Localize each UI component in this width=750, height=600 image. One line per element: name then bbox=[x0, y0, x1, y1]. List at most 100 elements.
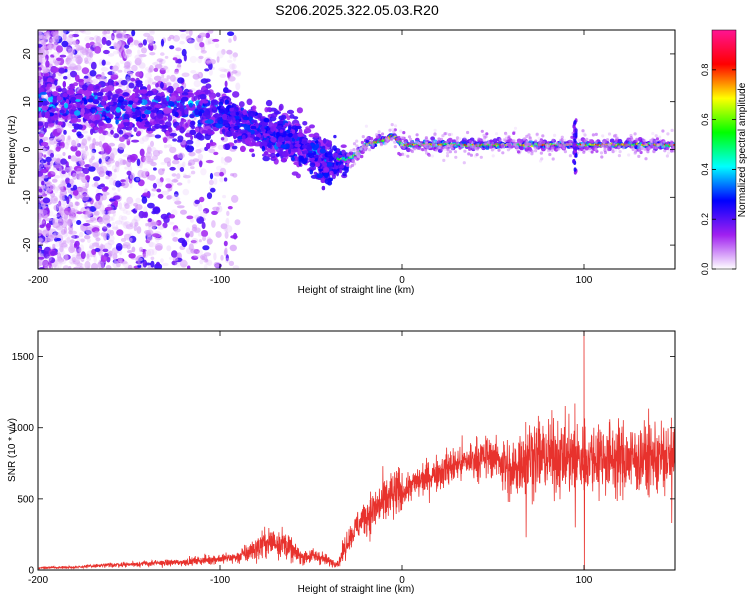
spectrogram-cell bbox=[267, 142, 273, 148]
spectrogram-cell bbox=[176, 197, 181, 201]
spectrogram-cell bbox=[206, 60, 213, 65]
spectrogram-cell bbox=[654, 134, 658, 138]
spectrogram-cell bbox=[136, 130, 142, 136]
spectrogram-cell bbox=[295, 125, 302, 130]
spectrogram-cell bbox=[224, 143, 231, 150]
spectrogram-cell bbox=[111, 216, 115, 222]
spectrogram-cell bbox=[316, 173, 324, 179]
spectrogram-cell bbox=[186, 139, 194, 145]
spectrogram-cell bbox=[152, 233, 160, 238]
spectrogram-cell bbox=[166, 130, 170, 136]
spectrogram-cell bbox=[190, 88, 196, 92]
spectrogram-cell bbox=[224, 80, 228, 88]
spectrogram-cell bbox=[221, 48, 226, 55]
spectrogram-cell bbox=[265, 99, 273, 107]
spectrogram-cell bbox=[123, 201, 128, 207]
spectrogram-cell bbox=[146, 77, 152, 84]
spectrogram-cell bbox=[333, 134, 337, 139]
spectrogram-cell bbox=[62, 152, 66, 156]
spectrogram-cell bbox=[90, 61, 97, 70]
spectrogram-cell bbox=[198, 239, 202, 243]
spectrogram-cell bbox=[279, 148, 284, 151]
spectrogram-cell bbox=[142, 39, 147, 46]
spectrogram-cell bbox=[151, 188, 157, 192]
spectrogram-cell bbox=[167, 115, 173, 122]
spectrogram-cell bbox=[174, 111, 179, 118]
spectrogram-cell bbox=[165, 178, 171, 182]
spectrogram-cell bbox=[181, 48, 187, 57]
spectrogram-cell bbox=[82, 84, 88, 91]
spectrogram-cell bbox=[115, 180, 122, 188]
spectrogram-cell bbox=[71, 235, 80, 239]
spectrogram-cell bbox=[166, 75, 171, 80]
spectrogram-cell bbox=[145, 106, 152, 110]
spectrogram-cell bbox=[125, 224, 134, 230]
spectrogram-cell bbox=[102, 95, 108, 102]
spectrogram-cell bbox=[242, 116, 250, 121]
spectrogram-cell bbox=[332, 145, 337, 151]
spectrogram-cell bbox=[69, 70, 78, 78]
spectrogram-cell bbox=[70, 145, 78, 152]
spectrogram-cell bbox=[62, 265, 70, 269]
spectrogram-cell bbox=[95, 237, 101, 242]
spectrogram-cell bbox=[112, 50, 119, 55]
spectrogram-cell bbox=[189, 114, 195, 119]
spectrogram-cell bbox=[217, 202, 221, 206]
spectrogram-cell bbox=[53, 218, 62, 223]
spectrogram-cell bbox=[144, 135, 150, 140]
spectrogram-cell bbox=[171, 179, 179, 183]
spectrogram-cell bbox=[633, 132, 637, 136]
spectrogram-cell bbox=[299, 137, 303, 143]
spectrogram-cell bbox=[104, 61, 111, 66]
spectrogram-cell bbox=[105, 170, 110, 176]
spectrogram-cell bbox=[108, 235, 115, 242]
spectrogram-cell bbox=[121, 181, 129, 189]
spectrogram-cell bbox=[217, 205, 223, 213]
spectrogram-cell bbox=[136, 226, 142, 234]
spectrogram-cell bbox=[89, 70, 97, 77]
spectrogram-cell bbox=[88, 166, 96, 172]
spectrogram-cell bbox=[53, 204, 60, 211]
spectrogram-cell bbox=[71, 129, 77, 133]
spectrogram-cell bbox=[107, 216, 114, 222]
spectrogram-cell bbox=[105, 265, 112, 269]
spectrogram-cell bbox=[202, 210, 206, 215]
spectrogram-cell bbox=[115, 160, 120, 167]
spectrogram-cell bbox=[208, 148, 216, 154]
spectrogram-cell bbox=[519, 145, 525, 151]
spectrogram-cell bbox=[177, 135, 184, 142]
spectrogram-cell bbox=[81, 263, 88, 269]
spectrogram-cell bbox=[77, 234, 81, 243]
spectrogram-cell bbox=[72, 189, 79, 196]
spectrogram-cell bbox=[102, 248, 109, 253]
spectrogram-cell bbox=[69, 88, 74, 95]
spectrogram-cell bbox=[117, 96, 125, 103]
spectrogram-cell bbox=[196, 104, 202, 110]
spectrogram-cell bbox=[68, 259, 74, 264]
spectrogram-cell bbox=[64, 226, 68, 234]
spectrogram-cell bbox=[204, 78, 211, 83]
spectrogram-cell bbox=[91, 143, 95, 151]
spectrogram-cell bbox=[122, 153, 131, 158]
spectrogram-cell bbox=[110, 129, 114, 135]
spectrogram-cell bbox=[102, 225, 110, 229]
spectrogram-cell bbox=[238, 101, 245, 108]
spectrogram-cell bbox=[64, 102, 69, 109]
spectrogram-cell bbox=[92, 78, 99, 84]
spectrogram-cell bbox=[87, 224, 94, 230]
spectrogram-cell bbox=[141, 135, 149, 142]
spectrogram-cell bbox=[163, 157, 171, 164]
spectrogram-cell bbox=[85, 181, 90, 189]
spectrogram-cell bbox=[38, 43, 43, 48]
spectrogram-cell bbox=[279, 129, 284, 133]
spectrogram-cell bbox=[45, 217, 53, 222]
spectrogram-cell bbox=[147, 218, 152, 223]
spectrogram-cell bbox=[263, 134, 267, 138]
spectrogram-cell bbox=[184, 108, 189, 115]
spectrogram-cell bbox=[58, 114, 62, 118]
spectrogram-cell bbox=[63, 129, 67, 135]
spectrogram-cell bbox=[38, 56, 43, 63]
spectrogram-cell bbox=[300, 155, 305, 162]
spectrogram-cell bbox=[171, 159, 180, 165]
spectrogram-cell bbox=[491, 142, 495, 146]
